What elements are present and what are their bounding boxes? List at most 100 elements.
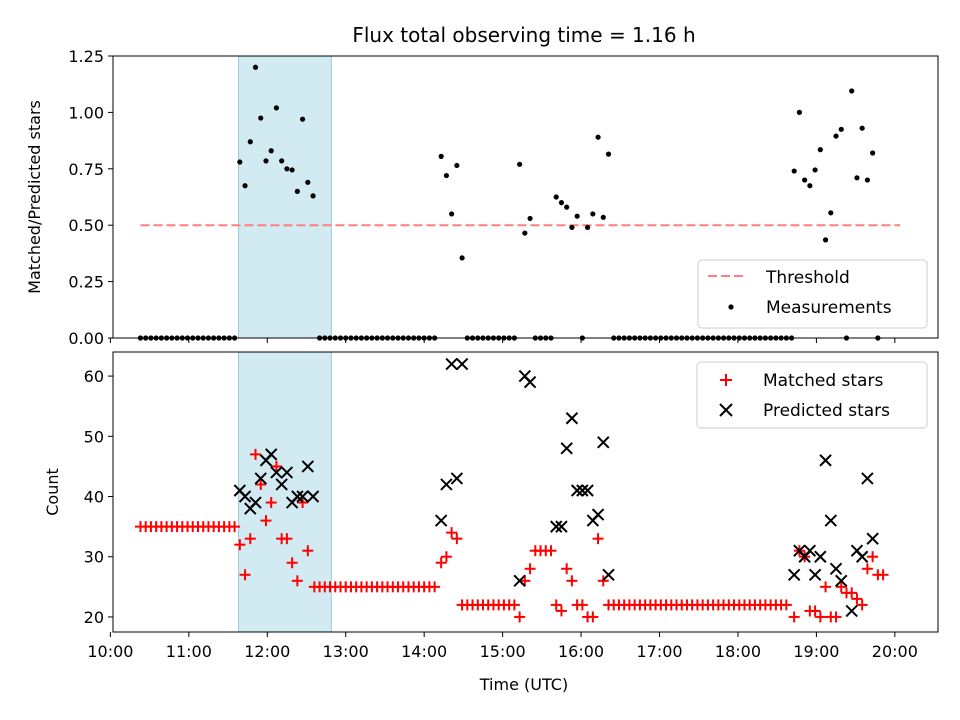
predicted-star-marker <box>440 478 453 491</box>
measurement-point <box>812 167 818 173</box>
measurement-point <box>590 211 596 217</box>
matched-star-marker <box>234 539 246 551</box>
legend-predicted-label: Predicted stars <box>763 401 890 421</box>
x-tick-label: 17:00 <box>636 642 682 661</box>
legend-measurements-label: Measurements <box>766 298 892 318</box>
matched-star-marker <box>451 533 463 545</box>
predicted-star-marker <box>291 490 304 503</box>
top-y-axis-label: Matched/Predicted stars <box>25 100 44 294</box>
matched-star-marker <box>788 611 800 623</box>
x-tick-label: 16:00 <box>558 642 604 661</box>
measurement-point <box>822 237 829 243</box>
predicted-star-marker <box>560 442 573 455</box>
predicted-star-marker <box>597 436 610 449</box>
matched-star-marker <box>830 611 842 623</box>
measurement-point <box>454 162 460 169</box>
x-tick-label: 19:00 <box>793 642 839 661</box>
matched-star-marker <box>814 611 826 623</box>
bottom-y-tick-label: 60 <box>84 367 104 386</box>
measurement-point <box>305 179 311 185</box>
legend-predicted-swatch <box>719 403 733 417</box>
measurement-point <box>828 210 834 216</box>
top-panel: 0.00 0.25 0.50 0.75 1.00 1.25 Matched/Predict… <box>25 47 939 348</box>
measurement-point <box>522 230 528 236</box>
measurements-series <box>137 64 881 341</box>
top-y-tick-label: 0.50 <box>68 216 104 235</box>
measurement-point <box>605 151 612 157</box>
predicted-star-marker <box>264 448 278 461</box>
x-tick-label: 18:00 <box>715 642 761 661</box>
legend-matched-swatch <box>720 374 732 386</box>
measurement-point <box>237 159 243 165</box>
predicted-star-marker <box>306 490 320 503</box>
measurement-point <box>443 172 449 179</box>
legend-threshold-label: Threshold <box>765 268 850 288</box>
measurement-point <box>807 183 813 189</box>
bottom-y-tick-label: 20 <box>84 608 104 627</box>
matched-star-marker <box>566 575 578 587</box>
measurement-point <box>459 255 465 261</box>
measurement-point <box>449 211 455 217</box>
top-legend: Threshold Measurements <box>697 259 928 329</box>
matched-star-marker <box>555 605 567 617</box>
predicted-star-marker <box>270 466 283 479</box>
matched-star-marker <box>561 563 573 575</box>
bottom-panel: 20 30 40 50 60 10:00 11:00 12:00 13:00 14:00 15:0… <box>43 351 939 694</box>
predicted-star-marker <box>855 550 869 563</box>
measurement-point <box>849 88 855 94</box>
measurement-point <box>268 148 274 154</box>
measurement-point <box>553 194 559 200</box>
predicted-star-marker <box>254 472 267 485</box>
bottom-y-tick-label: 30 <box>84 548 104 567</box>
measurement-point <box>595 134 601 140</box>
x-tick-label: 12:00 <box>244 642 290 661</box>
predicted-star-marker <box>523 375 537 389</box>
measurement-point <box>569 224 575 231</box>
bottom-y-tick-label: 40 <box>84 488 104 507</box>
predicted-star-marker <box>280 466 294 479</box>
measurement-point <box>242 183 248 189</box>
matched-star-marker <box>508 599 520 611</box>
predicted-star-marker <box>550 520 563 533</box>
matched-star-marker <box>514 611 526 623</box>
x-axis-label: Time (UTC) <box>479 675 568 694</box>
matched-star-marker <box>877 569 889 581</box>
top-y-tick-label: 0.00 <box>68 329 104 348</box>
measurement-point <box>574 213 580 219</box>
matched-star-marker <box>576 599 588 611</box>
matched-star-marker <box>297 497 309 509</box>
measurement-point <box>517 161 523 167</box>
measurement-point <box>833 133 839 139</box>
measurement-point <box>294 188 300 194</box>
matched-star-marker <box>519 575 531 587</box>
predicted-star-marker <box>581 484 594 497</box>
bottom-legend: Matched stars Predicted stars <box>696 361 928 429</box>
measurement-point <box>791 168 797 174</box>
matched-star-marker <box>281 533 293 545</box>
predicted-star-marker <box>275 478 288 491</box>
predicted-star-marker <box>829 562 843 575</box>
predicted-star-marker <box>450 472 464 485</box>
matched-star-marker <box>244 533 256 545</box>
measurement-point <box>585 224 591 231</box>
matched-star-marker <box>229 521 241 533</box>
measurement-point <box>310 193 316 199</box>
predicted-star-marker <box>591 508 605 521</box>
legend-measurements-swatch <box>728 304 734 310</box>
predicted-star-marker <box>819 454 832 467</box>
predicted-star-marker <box>824 514 837 527</box>
bottom-y-ticks: 20 30 40 50 60 <box>84 367 113 627</box>
predicted-star-marker <box>861 472 874 485</box>
measurement-point <box>859 125 865 131</box>
predicted-star-marker <box>835 574 848 588</box>
measurement-point <box>527 215 533 222</box>
matched-star-marker <box>780 599 792 611</box>
top-highlight-span <box>238 55 332 339</box>
matched-star-marker <box>260 515 272 527</box>
matched-star-marker <box>867 551 879 563</box>
x-tick-label: 11:00 <box>166 642 212 661</box>
measurement-point <box>284 166 290 172</box>
matched-star-marker <box>255 478 267 490</box>
bottom-highlight-span <box>238 351 332 633</box>
